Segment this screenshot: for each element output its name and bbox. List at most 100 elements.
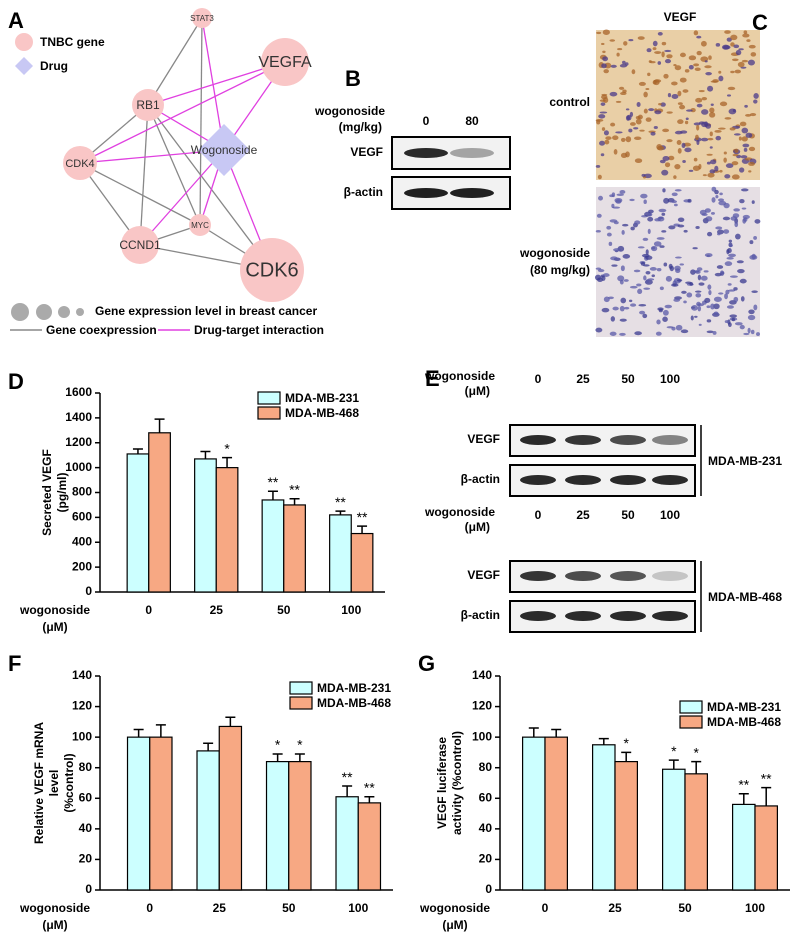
cell — [603, 130, 609, 136]
cell — [725, 163, 734, 169]
cell — [617, 275, 625, 282]
blot-band — [565, 571, 601, 581]
cell — [732, 58, 739, 62]
y-tick-label: 60 — [479, 790, 493, 804]
error-bar — [335, 510, 346, 515]
gene-node — [132, 89, 164, 121]
cell — [688, 65, 694, 70]
y-axis-label: level — [47, 770, 61, 797]
cell — [603, 69, 609, 74]
cell — [612, 135, 619, 141]
blot-band — [450, 188, 494, 198]
row-label: VEGF — [467, 568, 500, 582]
cell — [697, 303, 705, 307]
cell — [622, 223, 629, 227]
cell — [675, 268, 681, 274]
cell — [750, 52, 757, 57]
cell — [711, 197, 716, 203]
cell — [722, 45, 731, 50]
cell — [620, 91, 627, 96]
cell — [715, 43, 721, 47]
cell — [603, 97, 609, 104]
cell — [620, 265, 625, 272]
cell — [664, 49, 672, 53]
cell — [661, 41, 667, 46]
cell — [653, 241, 662, 247]
error-bar — [357, 525, 368, 534]
cell — [737, 268, 745, 274]
cell — [628, 128, 633, 133]
cell — [612, 206, 621, 209]
gene-node — [240, 238, 304, 302]
cell — [639, 310, 646, 315]
cell — [598, 114, 606, 119]
x-axis-label: wogonoside — [19, 901, 90, 915]
cell — [729, 275, 738, 278]
cell — [735, 233, 741, 240]
legend-text: MDA-MB-468 — [285, 406, 359, 420]
cell — [616, 193, 624, 197]
cell — [698, 89, 705, 93]
error-bar — [691, 760, 702, 774]
cell — [600, 153, 605, 157]
cell — [671, 192, 678, 197]
cell — [661, 169, 669, 176]
gene-node — [261, 38, 309, 86]
lane-label: 0 — [423, 114, 430, 128]
cell-line-label: MDA-MB-468 — [708, 590, 782, 604]
cell — [738, 136, 742, 141]
blot-band — [520, 435, 556, 445]
cell — [706, 305, 711, 309]
cell — [652, 47, 657, 51]
cell — [704, 121, 709, 128]
blot-band — [565, 475, 601, 485]
cell — [729, 314, 738, 318]
cell — [723, 229, 730, 234]
cell — [647, 216, 654, 222]
cell — [718, 70, 722, 74]
error-bar — [154, 418, 165, 433]
bar — [731, 803, 756, 891]
cell — [656, 268, 662, 272]
cell — [643, 108, 648, 114]
cell — [685, 281, 692, 284]
cell — [674, 65, 682, 71]
cell — [676, 279, 683, 282]
cell — [643, 275, 647, 281]
x-tick-label: 50 — [277, 603, 291, 617]
cell — [673, 298, 680, 302]
cell — [747, 59, 755, 66]
row-label: β-actin — [461, 472, 500, 486]
cell — [750, 329, 755, 335]
cell — [697, 274, 702, 281]
cell — [724, 174, 731, 179]
cell — [727, 86, 736, 91]
significance-label: * — [693, 744, 699, 760]
cell — [713, 303, 720, 310]
cell — [643, 264, 650, 267]
cell — [742, 143, 750, 148]
x-axis-label: (μM) — [42, 918, 67, 932]
blot-band — [652, 475, 688, 485]
panel-letter: A — [8, 8, 24, 33]
cell — [740, 188, 749, 192]
cell — [658, 208, 667, 213]
cell — [675, 324, 683, 331]
cell — [634, 136, 642, 141]
cell — [642, 313, 648, 319]
cell — [673, 175, 677, 179]
cell — [613, 248, 622, 252]
blot-band — [404, 188, 448, 198]
cell — [684, 69, 690, 73]
cell — [668, 155, 675, 161]
cell — [731, 317, 736, 322]
cell — [728, 289, 736, 292]
cell — [714, 130, 722, 133]
cell — [753, 99, 758, 104]
cell — [597, 174, 602, 180]
legend-swatch — [257, 391, 281, 405]
cell — [602, 273, 610, 277]
cell — [663, 262, 668, 267]
cell — [726, 305, 734, 309]
row-label: β-actin — [461, 608, 500, 622]
